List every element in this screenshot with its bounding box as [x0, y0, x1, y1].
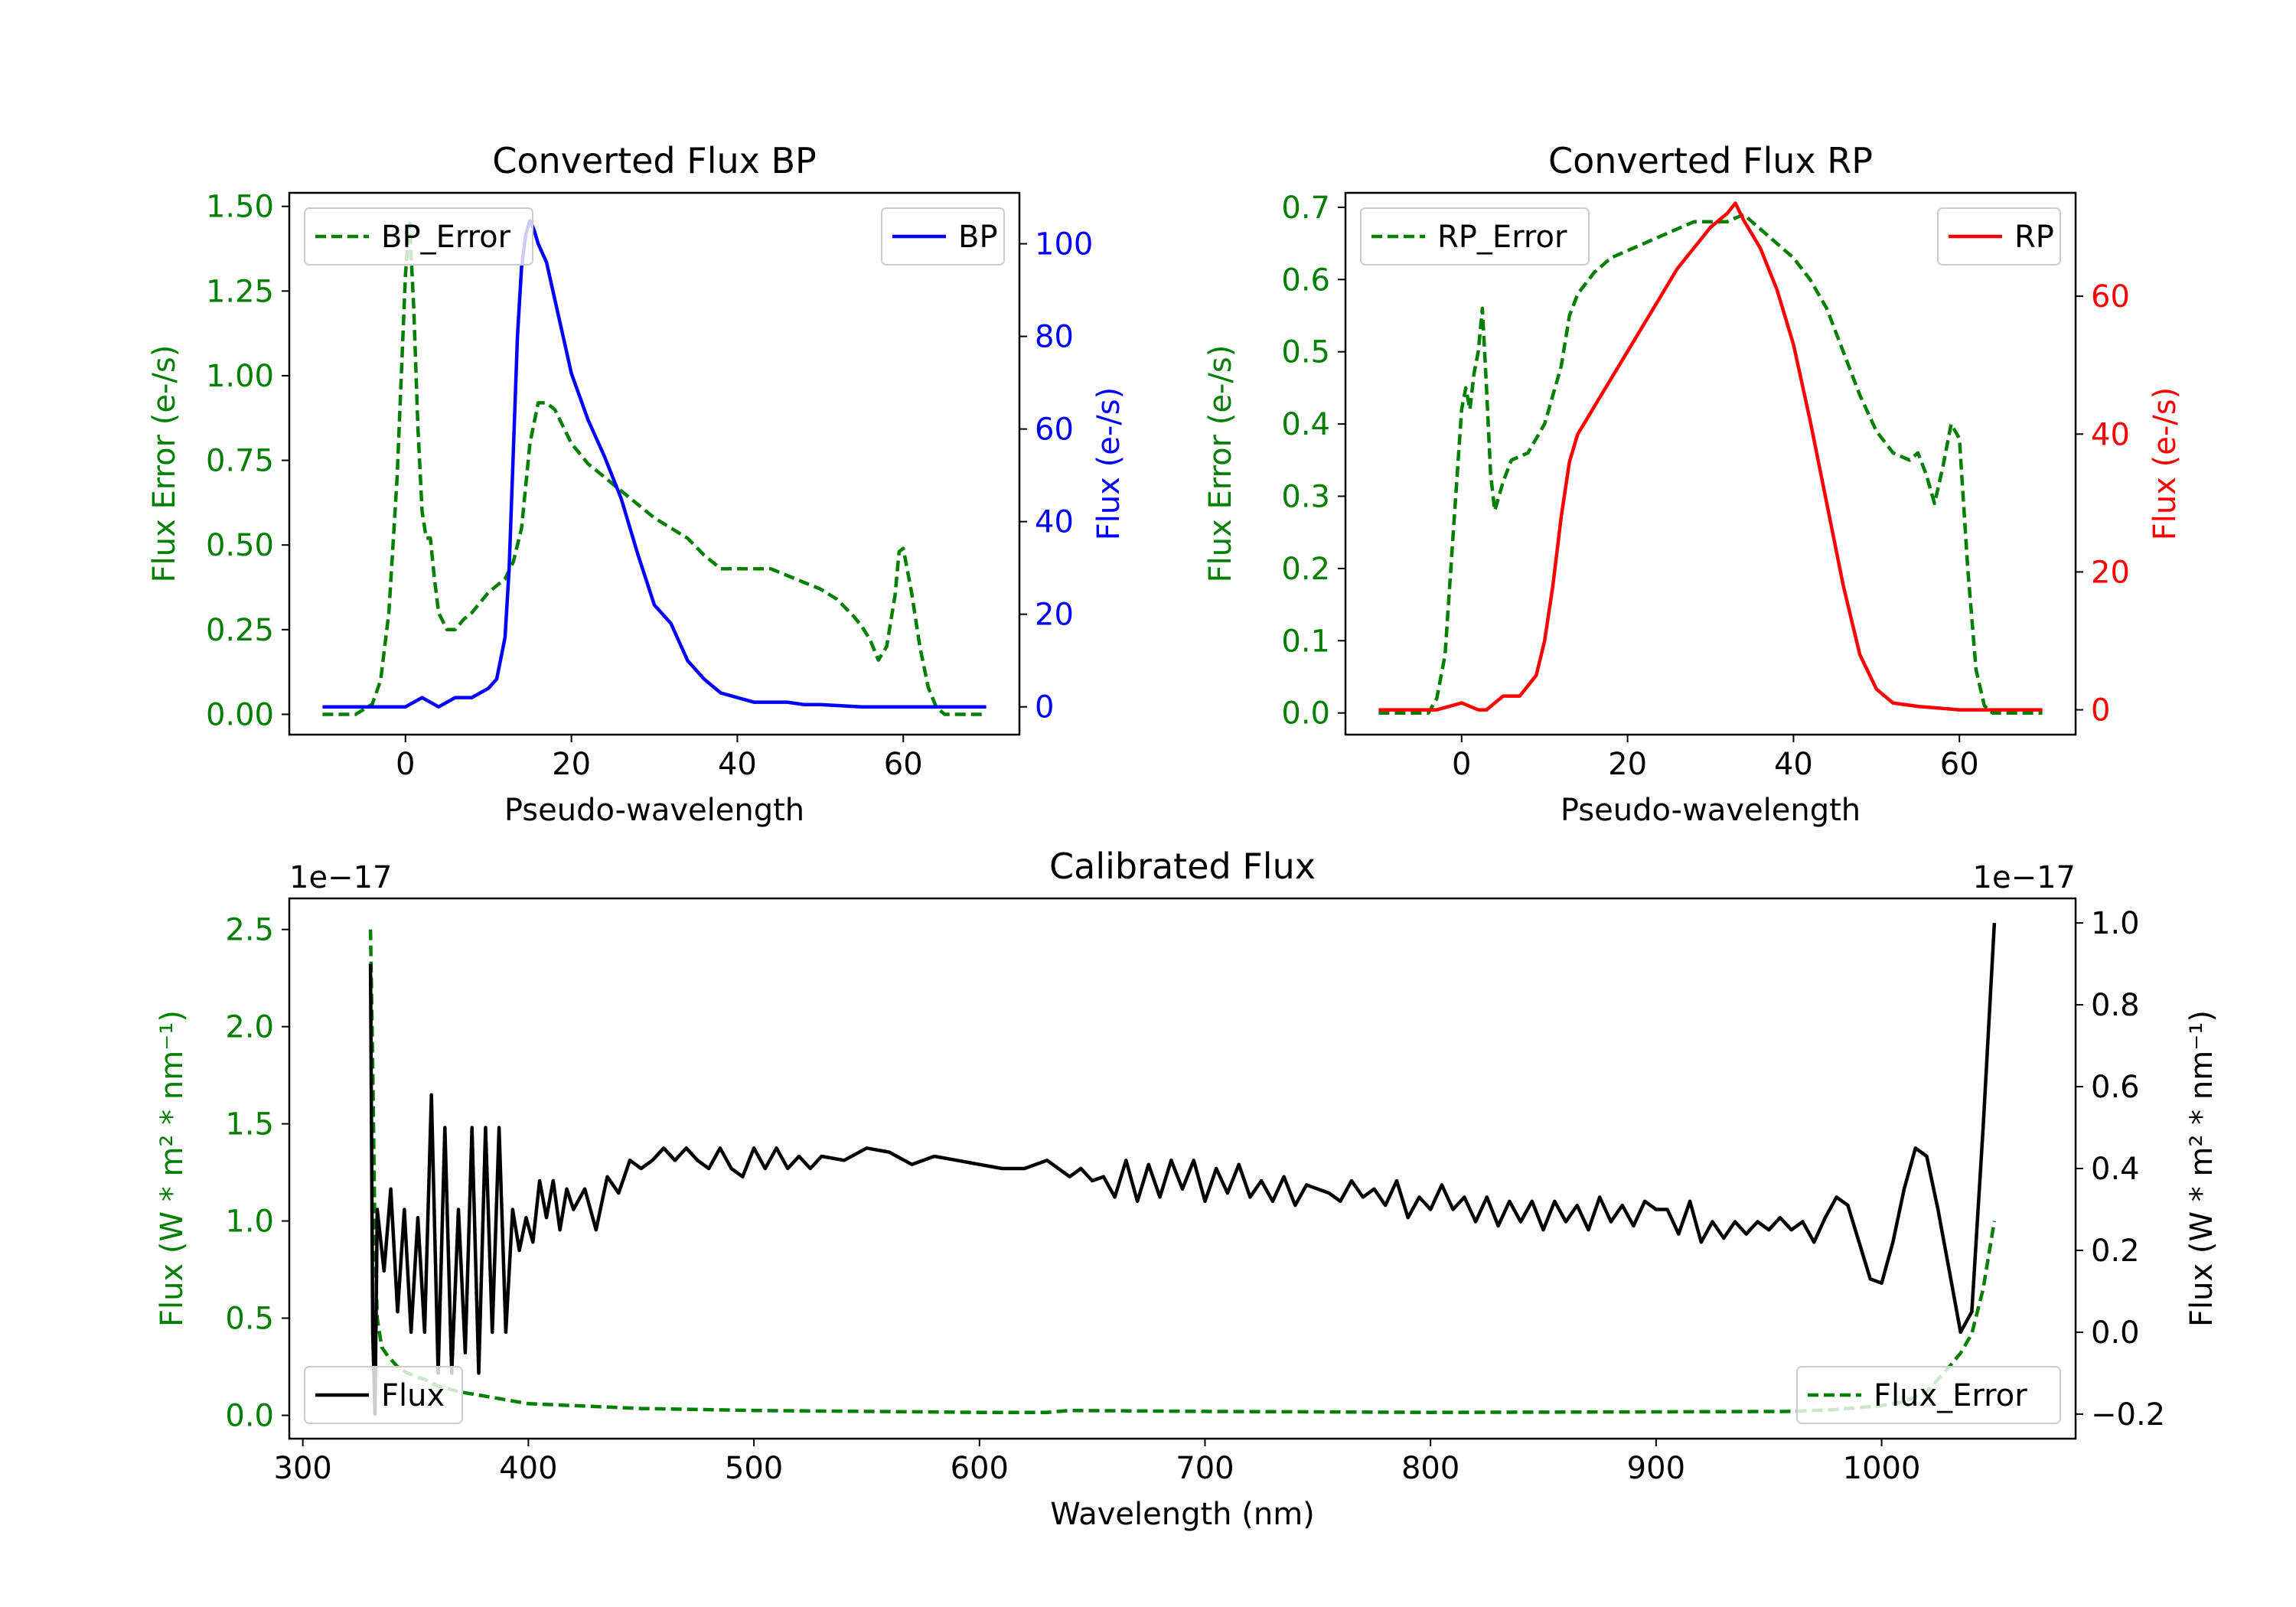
left-y-tick-label: 0.7 — [1281, 191, 1330, 226]
legend-label: Flux — [381, 1378, 445, 1413]
legend-flux: Flux — [304, 1366, 463, 1424]
right-offset-text: 1e−17 — [1973, 860, 2076, 895]
left-y-tick-label: 1.00 — [206, 359, 274, 394]
x-tick-label: 0 — [1452, 747, 1471, 782]
series-bp — [322, 219, 987, 709]
series-rp_error — [1378, 213, 2043, 715]
series-rp — [1378, 201, 2043, 712]
right-y-tick-label: 0.6 — [2091, 1070, 2140, 1105]
chart-bp: 0 20 40 60 Pseudo-wavelength 0.00 0.25 0.50 0.75… — [147, 140, 1127, 828]
left-y-tick-label: 0.2 — [1281, 552, 1330, 587]
legend-bp_error: BP_Error — [304, 207, 533, 266]
x-tick-label: 700 — [1176, 1451, 1234, 1486]
plot-frame — [288, 191, 1021, 736]
left-y-tick-label: 0.5 — [1281, 335, 1330, 370]
left-y-tick-label: 0.1 — [1281, 624, 1330, 659]
right-y-tick-label: 0 — [1035, 690, 1054, 725]
left-y-tick-label: 0.6 — [1281, 262, 1330, 298]
left-y-tick-label: 0.0 — [1281, 696, 1330, 732]
x-tick-label: 900 — [1627, 1451, 1685, 1486]
left-y-tick-label: 0.0 — [225, 1399, 274, 1434]
left-y-axis-label: Flux (W * m² * nm⁻¹) — [155, 1010, 190, 1327]
x-tick-label: 20 — [552, 747, 591, 782]
legend-bp: BP — [881, 207, 1005, 266]
x-tick-label: 40 — [718, 747, 757, 782]
left-offset-text: 1e−17 — [289, 860, 392, 895]
right-y-tick-label: 0.8 — [2091, 988, 2140, 1023]
right-y-tick-label: 0 — [2091, 693, 2110, 729]
right-y-axis-label: Flux (e-/s) — [1091, 387, 1127, 540]
right-y-tick-label: 0.0 — [2091, 1315, 2140, 1351]
chart-rp: 0 20 40 60 Pseudo-wavelength 0.0 0.1 0.2 0.3 0.4 0… — [1203, 140, 2183, 828]
left-y-tick-label: 0.75 — [206, 444, 274, 479]
chart-title: Converted Flux BP — [492, 140, 817, 181]
x-tick-label: 60 — [1940, 747, 1979, 782]
x-tick-label: 1000 — [1843, 1451, 1921, 1486]
left-y-tick-label: 0.4 — [1281, 407, 1330, 442]
legend-box — [1360, 207, 1590, 266]
series-bp_error — [322, 221, 987, 716]
legend-label: BP — [958, 220, 998, 255]
left-y-tick-label: 0.25 — [206, 613, 274, 648]
x-tick-label: 800 — [1401, 1451, 1459, 1486]
legend-rp: RP — [1937, 207, 2061, 266]
x-tick-label: 60 — [884, 747, 923, 782]
right-y-tick-label: 80 — [1035, 320, 1074, 355]
x-tick-label: 40 — [1774, 747, 1813, 782]
right-y-tick-label: 100 — [1035, 227, 1093, 262]
plot-frame — [288, 897, 2077, 1440]
right-y-tick-label: 0.4 — [2091, 1152, 2140, 1187]
chart-title: Converted Flux RP — [1548, 140, 1873, 181]
legend-box — [304, 1366, 463, 1424]
legend-box — [304, 207, 533, 266]
chart-title: Calibrated Flux — [1049, 846, 1316, 887]
left-y-tick-label: 2.5 — [225, 913, 274, 948]
x-tick-label: 600 — [951, 1451, 1009, 1486]
left-y-tick-label: 2.0 — [225, 1010, 274, 1045]
legend-box — [1796, 1366, 2061, 1424]
right-y-tick-label: 40 — [1035, 505, 1074, 540]
left-y-tick-label: 0.3 — [1281, 479, 1330, 514]
x-tick-label: 300 — [274, 1451, 332, 1486]
right-y-tick-label: 60 — [2091, 279, 2130, 315]
x-axis-label: Pseudo-wavelength — [1561, 793, 1861, 828]
x-tick-label: 20 — [1608, 747, 1647, 782]
legend-rp_error: RP_Error — [1360, 207, 1590, 266]
right-y-axis-label: Flux (W * m² * nm⁻¹) — [2184, 1010, 2219, 1327]
left-y-tick-label: 0.5 — [225, 1302, 274, 1337]
right-y-tick-label: 40 — [2091, 417, 2130, 452]
x-axis-label: Wavelength (nm) — [1050, 1497, 1315, 1532]
left-y-tick-label: 1.0 — [225, 1204, 274, 1240]
series-flux — [368, 922, 1997, 1416]
right-y-axis-label: Flux (e-/s) — [2148, 387, 2183, 540]
series-flux_error — [368, 929, 1997, 1414]
left-y-tick-label: 1.5 — [225, 1107, 274, 1143]
chart-calibrated: 300 400 500 600 700 800 900 1000 Wavelength (nm)… — [155, 846, 2219, 1532]
x-axis-label: Pseudo-wavelength — [504, 793, 804, 828]
right-y-tick-label: 0.2 — [2091, 1234, 2140, 1269]
legend-label: Flux_Error — [1874, 1378, 2027, 1413]
right-y-tick-label: 1.0 — [2091, 906, 2140, 941]
left-y-tick-label: 1.25 — [206, 274, 274, 309]
legend-label: RP_Error — [1437, 220, 1567, 255]
right-y-tick-label: 60 — [1035, 412, 1074, 448]
right-y-tick-label: 20 — [2091, 555, 2130, 590]
left-y-tick-label: 0.50 — [206, 528, 274, 563]
right-y-tick-label: −0.2 — [2091, 1397, 2165, 1433]
legend-flux_error: Flux_Error — [1796, 1366, 2061, 1424]
left-y-tick-label: 1.50 — [206, 190, 274, 225]
left-y-tick-label: 0.00 — [206, 697, 274, 732]
plot-frame — [1344, 191, 2077, 736]
legend-label: BP_Error — [381, 220, 511, 255]
x-tick-label: 500 — [725, 1451, 783, 1486]
legend-label: RP — [2014, 220, 2054, 255]
right-y-tick-label: 20 — [1035, 598, 1074, 633]
x-tick-label: 0 — [396, 747, 415, 782]
left-y-axis-label: Flux Error (e-/s) — [1203, 345, 1238, 583]
left-y-axis-label: Flux Error (e-/s) — [147, 345, 182, 583]
x-tick-label: 400 — [499, 1451, 557, 1486]
